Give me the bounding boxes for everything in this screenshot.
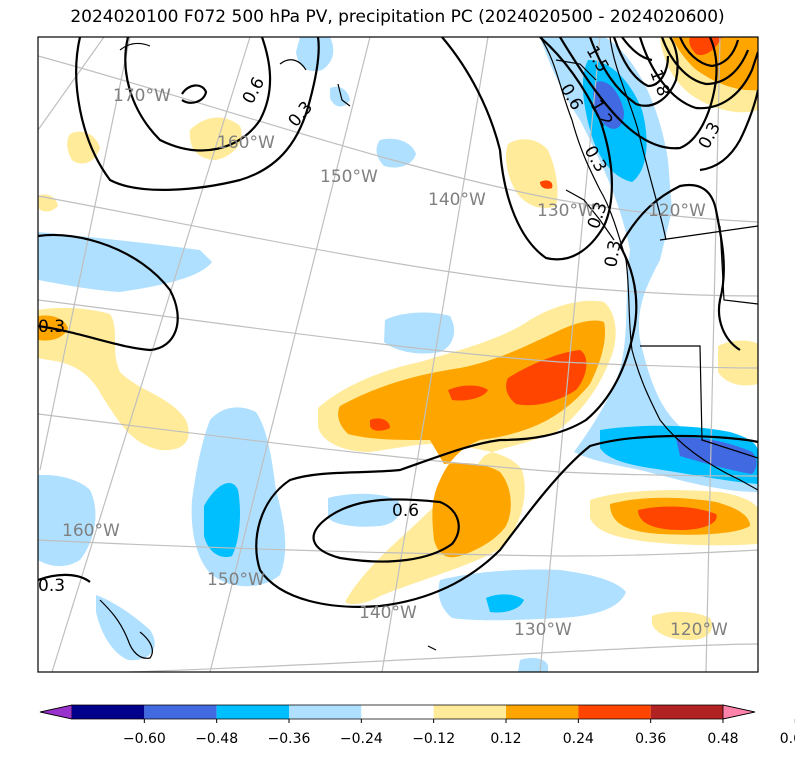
lon-label: 120°W bbox=[670, 620, 728, 640]
colorbar-tick-label: −0.12 bbox=[412, 731, 455, 747]
lon-label: 130°W bbox=[514, 620, 572, 640]
colorbar-cell bbox=[216, 705, 289, 719]
lon-label: 170°W bbox=[113, 86, 171, 106]
map-frame bbox=[37, 36, 759, 673]
lon-label: 120°W bbox=[648, 201, 706, 221]
longitude-labels: 170°W 160°W 150°W 140°W 130°W 120°W 160°… bbox=[62, 86, 728, 640]
colorbar-extend-high bbox=[722, 704, 756, 720]
colorbar-tick-label: 0.24 bbox=[563, 731, 594, 747]
colorbar-cell bbox=[650, 705, 723, 719]
colorbar-tick-label: −0.36 bbox=[268, 731, 311, 747]
lon-label: 150°W bbox=[207, 570, 265, 590]
coastlines bbox=[99, 37, 758, 659]
colorbar-cells bbox=[39, 704, 756, 720]
graticule bbox=[38, 37, 758, 672]
colorbar-cell bbox=[289, 705, 362, 719]
lon-label: 160°W bbox=[62, 521, 120, 541]
precip-top-right bbox=[660, 37, 758, 113]
colorbar-cell bbox=[433, 705, 506, 719]
map-title: 2024020100 F072 500 hPa PV, precipitatio… bbox=[70, 7, 725, 27]
colorbar-outline bbox=[39, 704, 756, 720]
colorbar-tick-label: −0.24 bbox=[340, 731, 383, 747]
colorbar-tick-label: 0.12 bbox=[490, 731, 521, 747]
contour-label: 0.3 bbox=[601, 239, 625, 269]
lon-label: 130°W bbox=[537, 201, 595, 221]
colorbar-cell bbox=[361, 705, 434, 719]
lon-label: 140°W bbox=[359, 603, 417, 623]
colorbar-tick-label: 0.48 bbox=[707, 731, 738, 747]
colorbar-tick-label: −0.60 bbox=[123, 731, 166, 747]
colorbar-extend-low bbox=[39, 704, 73, 720]
contour-label: 0.6 bbox=[392, 501, 419, 521]
colorbar-cell bbox=[578, 705, 651, 719]
map-area bbox=[38, 37, 758, 672]
lon-label: 150°W bbox=[320, 167, 378, 187]
colorbar-cell bbox=[72, 705, 145, 719]
colorbar-cell bbox=[506, 705, 579, 719]
contour-label: 0.3 bbox=[38, 317, 65, 337]
contour-label: 0.3 bbox=[38, 576, 65, 596]
lon-label: 140°W bbox=[428, 190, 486, 210]
colorbar-tick-label: 0.60 bbox=[780, 731, 795, 747]
colorbar-tick-label: 0.36 bbox=[635, 731, 666, 747]
colorbar-ticks: −0.60 −0.48 −0.36 −0.24 −0.12 0.12 0.24 0.36 0.4… bbox=[123, 719, 795, 747]
colorbar: −0.60 −0.48 −0.36 −0.24 −0.12 0.12 0.24 0.36 0.4… bbox=[39, 704, 795, 747]
lon-label: 160°W bbox=[217, 133, 275, 153]
colorbar-tick-label: −0.48 bbox=[195, 731, 238, 747]
colorbar-cell bbox=[144, 705, 217, 719]
pv-contours bbox=[38, 37, 758, 608]
